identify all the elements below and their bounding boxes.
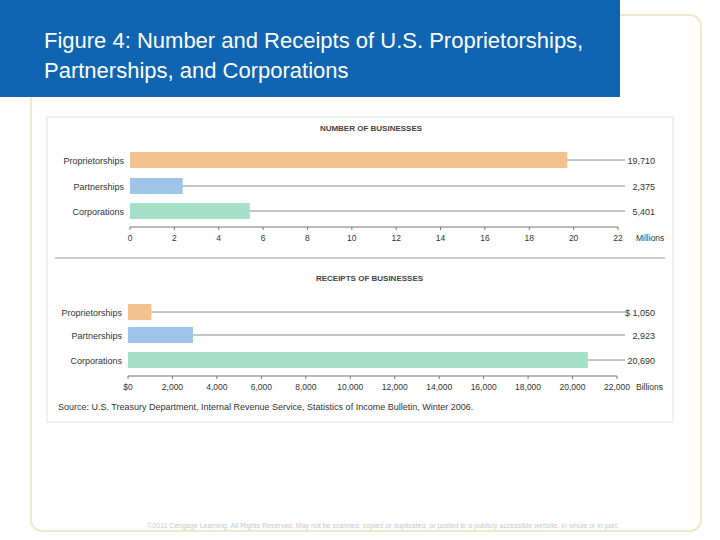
axis-unit: Billions <box>636 382 663 392</box>
tick-label: 4,000 <box>206 382 228 392</box>
data-label: 2,375 <box>632 182 655 192</box>
chart-1: RECEIPTS OF BUSINESSES $0 2,000 4,000 6,000 8… <box>58 274 663 412</box>
tick-label: 4 <box>216 233 221 243</box>
tick-label: 2 <box>172 233 177 243</box>
data-label: 5,401 <box>632 207 655 217</box>
data-label: 2,923 <box>632 331 655 341</box>
tick-label: 14,000 <box>426 382 452 392</box>
bar <box>128 304 151 320</box>
tick-label: 14 <box>436 233 446 243</box>
category-label: Partnerships <box>73 182 124 192</box>
row-guide <box>128 335 625 336</box>
row-guide <box>130 186 625 187</box>
tick-label: 8,000 <box>295 382 317 392</box>
data-label: 19,710 <box>627 156 655 166</box>
tick-label: 16 <box>480 233 490 243</box>
x-axis <box>128 376 617 377</box>
data-label: 20,690 <box>627 356 655 366</box>
tick-label: 12 <box>391 233 401 243</box>
tick-label: 20 <box>569 233 579 243</box>
tick-label: 6 <box>261 233 266 243</box>
chart-title: NUMBER OF BUSINESSES <box>320 124 423 133</box>
tick-label: 12,000 <box>382 382 408 392</box>
axis-unit: Millions <box>636 233 664 243</box>
tick-label: 0 <box>128 233 133 243</box>
category-label: Proprietorships <box>61 308 122 318</box>
tick-label: 8 <box>305 233 310 243</box>
slide: Figure 4: Number and Receipts of U.S. Pr… <box>0 0 720 540</box>
bars <box>128 304 588 368</box>
data-label: $ 1,050 <box>625 308 655 318</box>
category-label: Proprietorships <box>63 156 124 166</box>
chart-title: RECEIPTS OF BUSINESSES <box>316 274 424 283</box>
category-label: Partnerships <box>71 331 122 341</box>
bar <box>130 178 183 194</box>
row-guide <box>128 312 625 313</box>
tick-label: 16,000 <box>471 382 497 392</box>
tick-label: 6,000 <box>251 382 273 392</box>
chart-box <box>47 117 673 422</box>
bar <box>128 352 588 368</box>
bar <box>130 152 567 168</box>
footer: ©2011 Cengage Learning. All Rights Reser… <box>147 522 619 530</box>
bar <box>128 327 193 343</box>
bars <box>130 152 567 219</box>
x-axis <box>130 227 618 228</box>
tick-label: 20,000 <box>560 382 586 392</box>
tick-label: 22 <box>613 233 623 243</box>
slide-title: Figure 4: Number and Receipts of U.S. Pr… <box>44 26 624 86</box>
tick-label: $0 <box>123 382 133 392</box>
tick-label: 18,000 <box>515 382 541 392</box>
tick-label: 10,000 <box>337 382 363 392</box>
chart-0: NUMBER OF BUSINESSES 0 2 4 6 8 10 12 14 16 18 20 22 M… <box>63 124 664 243</box>
tick-label: 22,000 <box>604 382 630 392</box>
tick-label: 18 <box>525 233 535 243</box>
tick-label: 10 <box>347 233 357 243</box>
header-bar: Figure 4: Number and Receipts of U.S. Pr… <box>0 0 620 97</box>
separator <box>55 258 665 259</box>
category-label: Corporations <box>70 356 122 366</box>
bar <box>130 203 250 219</box>
source-note: Source: U.S. Treasury Department, Intern… <box>58 402 473 412</box>
tick-label: 2,000 <box>162 382 184 392</box>
category-label: Corporations <box>72 207 124 217</box>
chart-canvas: NUMBER OF BUSINESSES 0 2 4 6 8 10 12 14 16 18 20 22 M… <box>0 0 720 540</box>
